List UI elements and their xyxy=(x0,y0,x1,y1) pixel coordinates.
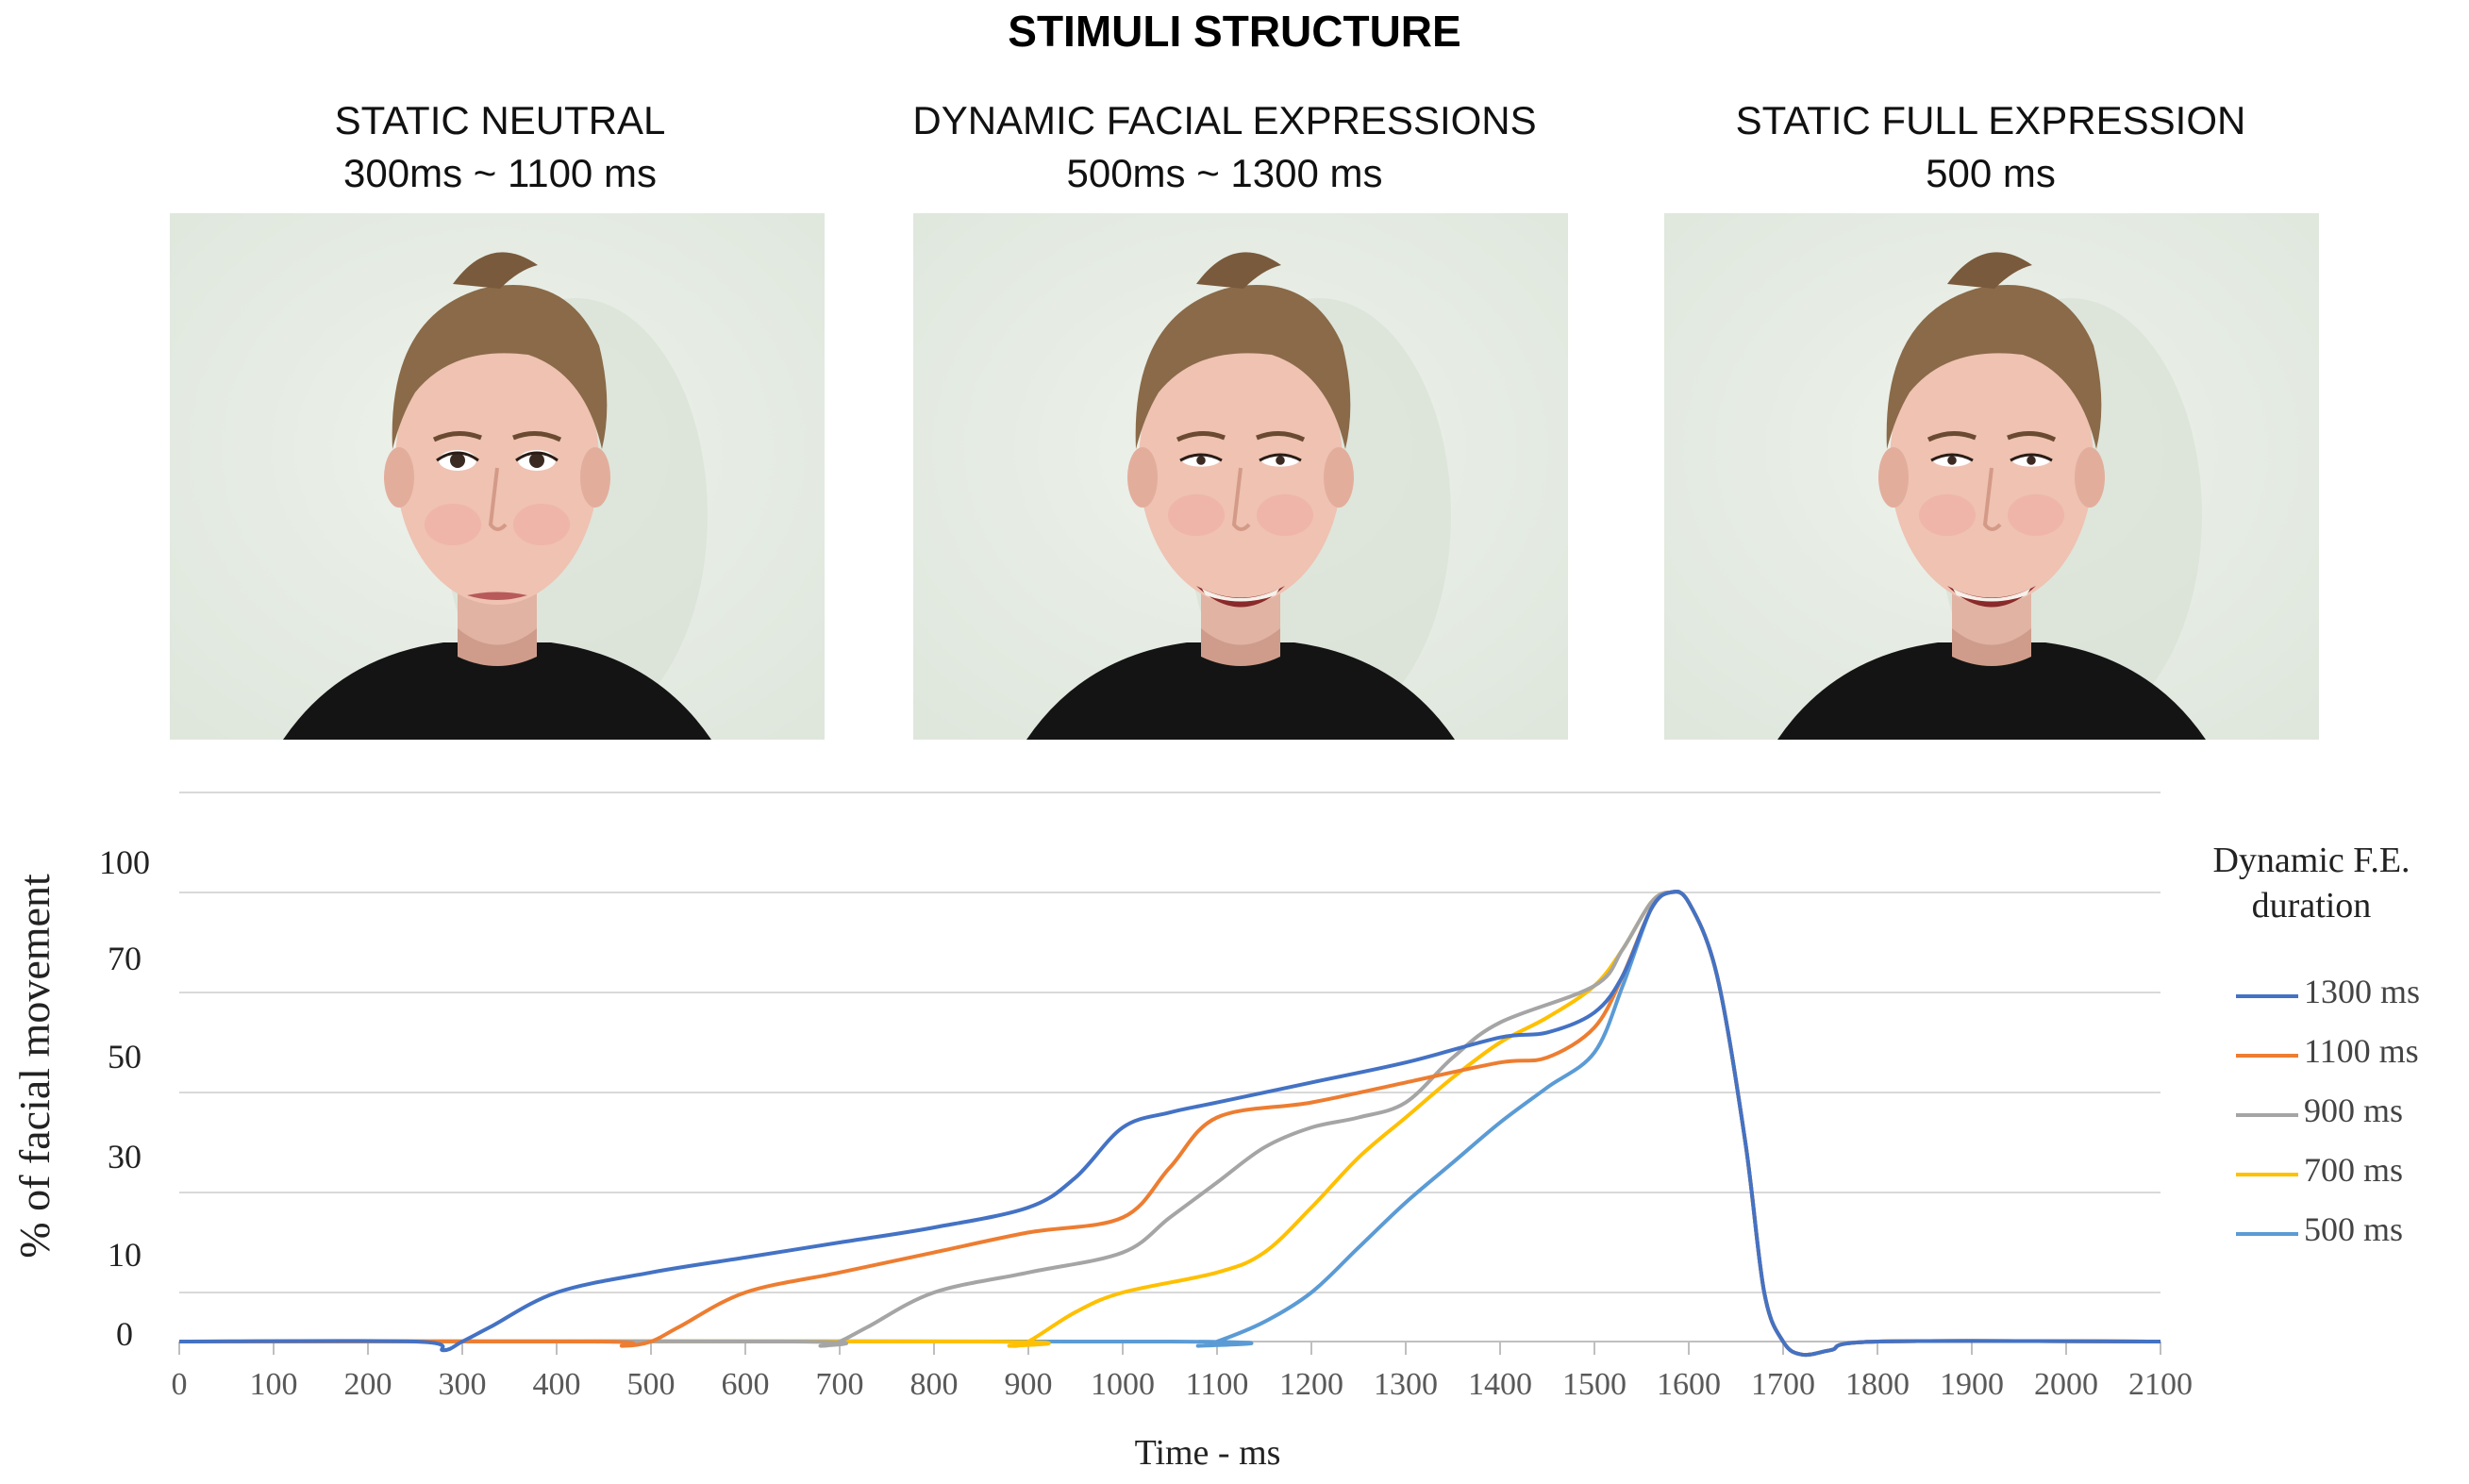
y-tick-label: 30 xyxy=(108,1138,142,1176)
legend-label: 1100 ms xyxy=(2304,1032,2419,1070)
panel-title: DYNAMIC FACIAL EXPRESSIONS xyxy=(912,98,1537,142)
x-tick-label: 1300 xyxy=(1374,1367,1438,1402)
y-tick-label: 10 xyxy=(108,1236,142,1274)
face-photo-full xyxy=(1664,213,2319,740)
legend-swatch xyxy=(2236,994,2298,998)
legend-swatch xyxy=(2236,1173,2298,1176)
facial-movement-chart: 0 100 200 300 400 500 600 700 800 900 1000 1100 1200… xyxy=(10,792,2193,1473)
panel-duration: 500 ms xyxy=(1926,151,2056,195)
x-tick-label: 300 xyxy=(439,1367,487,1402)
series-line-500-ms xyxy=(178,889,2161,1358)
x-tick-label: 1100 xyxy=(1186,1367,1249,1402)
x-tick-label: 200 xyxy=(344,1367,392,1402)
x-tick-label: 800 xyxy=(910,1367,959,1402)
legend-swatch xyxy=(2236,1232,2298,1236)
legend-label: 1300 ms xyxy=(2304,973,2421,1010)
panel-duration: 300ms ~ 1100 ms xyxy=(343,151,657,195)
series-line-1100-ms xyxy=(178,889,2161,1358)
x-tick-label: 900 xyxy=(1005,1367,1053,1402)
y-tick-label: 50 xyxy=(108,1038,142,1075)
legend-swatch xyxy=(2236,1113,2298,1117)
legend-label: 900 ms xyxy=(2304,1092,2404,1129)
face-photo-dynamic xyxy=(913,213,1568,740)
panel-heading-neutral: STATIC NEUTRAL 300ms ~ 1100 ms xyxy=(123,94,877,200)
x-tick-label: 1000 xyxy=(1091,1367,1155,1402)
x-tick-label: 600 xyxy=(722,1367,770,1402)
panel-heading-full: STATIC FULL EXPRESSION 500 ms xyxy=(1613,94,2368,200)
y-tick-label: 70 xyxy=(108,940,142,977)
x-tick-label: 400 xyxy=(533,1367,581,1402)
y-tick-label: 0 xyxy=(116,1315,133,1353)
x-tick-label: 1400 xyxy=(1468,1367,1532,1402)
x-tick-label: 700 xyxy=(816,1367,864,1402)
panel-title: STATIC NEUTRAL xyxy=(334,98,666,142)
legend-swatch xyxy=(2236,1054,2298,1058)
x-tick-label: 1700 xyxy=(1751,1367,1815,1402)
series-line-700-ms xyxy=(178,890,2161,1358)
legend-title: Dynamic F.E. duration xyxy=(2198,838,2425,928)
x-tick-label: 1200 xyxy=(1279,1367,1343,1402)
x-tick-label: 100 xyxy=(250,1367,298,1402)
x-tick-label: 1900 xyxy=(1940,1367,2004,1402)
legend-label: 500 ms xyxy=(2304,1210,2404,1248)
panel-heading-dynamic: DYNAMIC FACIAL EXPRESSIONS 500ms ~ 1300 … xyxy=(847,94,1602,200)
series-line-900-ms xyxy=(178,890,2161,1358)
y-axis-title: % of facial movement xyxy=(10,874,58,1259)
series-line-1300-ms xyxy=(178,889,2161,1358)
panel-title: STATIC FULL EXPRESSION xyxy=(1735,98,2246,142)
x-tick-label: 0 xyxy=(172,1367,188,1402)
x-tick-label: 1800 xyxy=(1845,1367,1910,1402)
figure-title: STIMULI STRUCTURE xyxy=(1008,7,1461,56)
x-tick-label: 1600 xyxy=(1657,1367,1721,1402)
panel-duration: 500ms ~ 1300 ms xyxy=(1066,151,1383,195)
x-tick-label: 2100 xyxy=(2128,1367,2193,1402)
x-tick-label: 1500 xyxy=(1562,1367,1627,1402)
x-axis-title: Time - ms xyxy=(1135,1433,1281,1473)
x-tick-label: 500 xyxy=(627,1367,676,1402)
y-tick-label: 100 xyxy=(99,843,150,881)
legend-title-line1: Dynamic F.E. xyxy=(2212,841,2411,880)
legend-title-line2: duration xyxy=(2251,886,2372,925)
legend-label: 700 ms xyxy=(2304,1151,2404,1189)
x-tick-label: 2000 xyxy=(2034,1367,2098,1402)
face-photo-neutral xyxy=(170,213,825,740)
